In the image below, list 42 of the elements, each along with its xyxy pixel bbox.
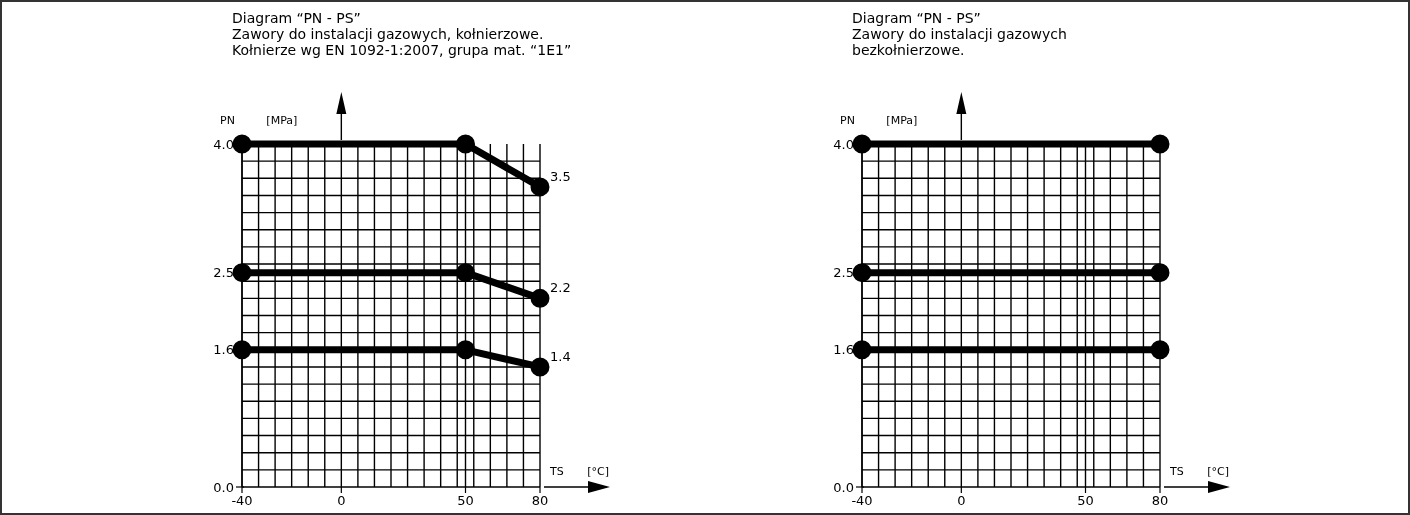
point [456,263,475,283]
point [530,357,550,377]
chart-subtitle: Zawory do instalacji gazowych, kołnierzowe. Kołnierze wg EN 1092-1:2007, grupa mat. “1E1” [232,26,572,58]
point [852,263,872,283]
point [232,340,252,360]
point [852,340,872,360]
data-label: 2.2 [550,280,571,296]
x-tick-label: -40 [231,493,253,508]
y-tick-label: 4.0 [213,136,234,152]
x-tick-label: 0 [957,493,966,508]
x-tick-label: -40 [851,493,873,508]
point [530,177,550,197]
x-tick-label: 0 [337,493,346,508]
point [530,288,550,308]
y-tick-label: 0.0 [213,479,234,495]
point [1150,340,1170,360]
point [456,134,475,154]
y-axis-title: PN [MPa] [220,114,298,127]
y-tick-label: 1.6 [833,342,854,358]
y-tick-label: 2.5 [213,265,234,281]
point [232,134,252,154]
y-tick-label: 1.6 [213,342,234,358]
chart-title: Diagram “PN - PS” [852,10,982,26]
x-tick-label: 50 [1077,493,1094,508]
y-axis-title: PN [MPa] [840,114,918,127]
data-label: 3.5 [550,168,571,184]
y-tick-label: 0.0 [833,479,854,495]
x-tick-label: 80 [1151,493,1169,508]
data-label: 1.4 [550,348,571,364]
x-tick-label: 50 [457,493,474,508]
y-tick-label: 2.5 [833,265,854,281]
point [1150,263,1170,283]
x-tick-label: 80 [531,493,549,508]
chart-subtitle: Zawory do instalacji gazowych bezkołnierzowe. [852,26,1067,58]
y-tick-label: 4.0 [833,136,854,152]
point [456,340,475,360]
x-axis-title: TS [°C] [1170,465,1229,478]
point [852,134,872,154]
chart-title: Diagram “PN - PS” [232,10,362,26]
point [1150,134,1170,154]
x-axis-title: TS [°C] [550,465,609,478]
point [232,263,252,283]
